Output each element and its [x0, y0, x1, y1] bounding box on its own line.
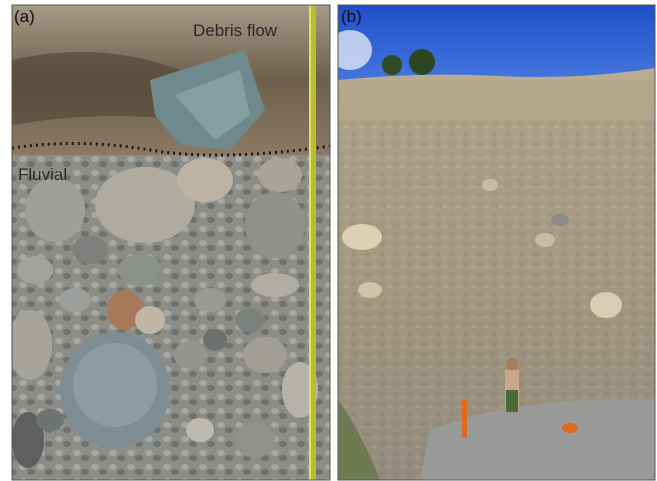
frame-b — [337, 4, 656, 481]
panel-label: (a) — [14, 7, 35, 26]
photo-a — [12, 5, 330, 480]
annotation: Debris flow — [193, 21, 278, 40]
photo-b — [338, 5, 655, 480]
annotation: Fluvial — [18, 165, 67, 184]
frame-a — [11, 4, 331, 481]
panel-label: (b) — [341, 7, 362, 26]
